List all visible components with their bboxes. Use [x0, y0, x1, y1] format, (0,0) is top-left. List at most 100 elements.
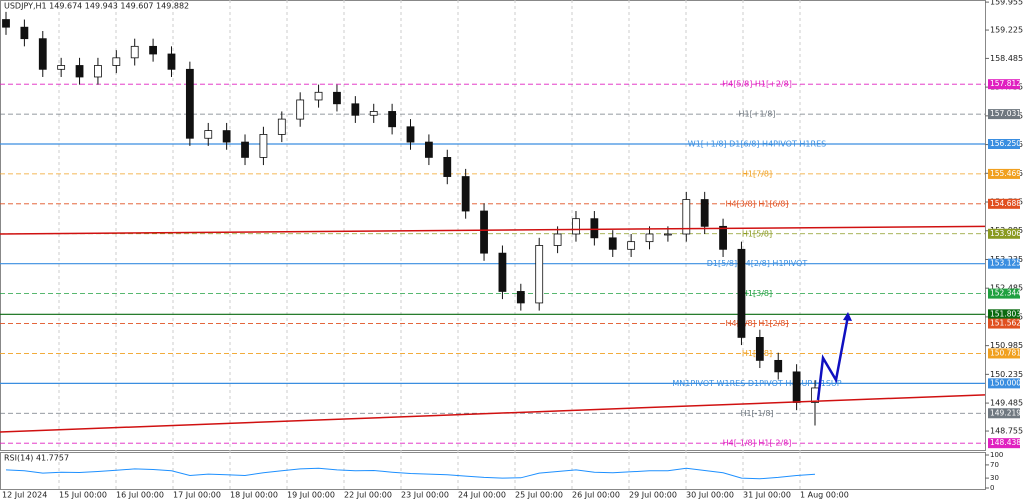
level-label: H1[5/8]	[742, 229, 772, 238]
price-tag-label: 155.469	[990, 169, 1021, 178]
price-tag	[988, 228, 1020, 239]
candle-body	[112, 57, 121, 66]
chart-title: USDJPY,H1 149.674 149.943 149.607 149.88…	[4, 2, 189, 11]
main-panel	[0, 0, 986, 451]
candle-body	[388, 111, 397, 128]
x-tick-label: 19 Jul 00:00	[287, 491, 335, 500]
candle-body	[333, 91, 341, 105]
price-tag-label: 157.031	[990, 109, 1021, 118]
candle-body	[130, 45, 139, 59]
x-tick-label: 18 Jul 00:00	[230, 491, 278, 500]
candle-body	[259, 134, 268, 158]
x-tick-label: 25 Jul 00:00	[515, 491, 563, 500]
price-tag-label: 157.812	[990, 79, 1021, 88]
price-tag-label: 156.250	[990, 139, 1021, 148]
rsi-label: RSI(14) 41.7757	[4, 454, 69, 463]
price-tag	[988, 438, 1020, 449]
y-tick-label: 158.485	[990, 54, 1023, 63]
candle-body	[406, 126, 415, 143]
arrow-head	[843, 312, 852, 321]
level-label: H4[3/8] H1[6/8]	[726, 199, 789, 208]
candle-body	[222, 130, 231, 143]
candle-body	[645, 233, 654, 243]
candle-body	[296, 99, 305, 120]
x-tick-label: 23 Jul 00:00	[401, 491, 449, 500]
price-tag-label: 153.906	[990, 229, 1021, 238]
price-tag	[988, 109, 1020, 120]
x-tick-label: 16 Jul 00:00	[116, 491, 164, 500]
rsi-tick-label: 100	[990, 451, 1003, 459]
y-tick-label: 149.485	[990, 399, 1023, 408]
price-tag	[988, 348, 1020, 359]
price-tag-label: 151.562	[990, 319, 1021, 328]
drawn-arrow	[816, 315, 850, 401]
x-tick-label: 31 Jul 00:00	[743, 491, 791, 500]
price-tag	[988, 139, 1020, 149]
level-label: H1[7/8]	[742, 169, 772, 178]
price-tag	[988, 288, 1020, 299]
x-tick-label: 26 Jul 00:00	[572, 491, 620, 500]
price-tag	[988, 309, 1020, 320]
trendline	[0, 225, 986, 235]
x-tick-label: 1 Aug 00:00	[800, 491, 849, 500]
level-label: W1[+1/8] D1[6/8] H4PIVOT H1RES	[688, 140, 826, 149]
y-tick-label: 159.225	[990, 26, 1023, 35]
candle-body	[424, 141, 433, 158]
x-tick-label: 24 Jul 00:00	[458, 491, 506, 500]
candle-body	[480, 210, 488, 254]
price-tag	[988, 79, 1020, 90]
level-label: H1[3/8]	[742, 289, 772, 298]
trendline	[0, 394, 986, 433]
candle-body	[20, 26, 29, 40]
price-tag-label: 152.344	[990, 289, 1021, 298]
candle-body	[553, 233, 562, 246]
level-label: H4[5/8] H1[+2/8]	[722, 80, 792, 89]
price-tag-label: 153.125	[990, 259, 1021, 268]
price-tag-label: 149.219	[990, 408, 1021, 417]
candle-body	[167, 53, 176, 70]
price-tag	[988, 258, 1020, 269]
price-tag-label: 154.688	[990, 199, 1021, 208]
level-label: D1[5/8] H4[2/8] H1PIVOT	[707, 259, 808, 268]
candle-body	[75, 65, 84, 78]
candle-body	[664, 233, 672, 236]
candle-body	[535, 245, 544, 304]
candle-body	[755, 337, 764, 361]
candle-body	[57, 65, 66, 70]
price-tag	[988, 408, 1020, 419]
y-tick-label: 150.235	[990, 370, 1023, 379]
x-tick-label: 15 Jul 00:00	[59, 491, 107, 500]
candle-body	[498, 252, 507, 292]
candle-body	[719, 225, 727, 250]
candles	[2, 11, 819, 426]
x-tick-label: 17 Jul 00:00	[173, 491, 221, 500]
x-tick-label: 29 Jul 00:00	[629, 491, 677, 500]
candle-body	[590, 218, 599, 239]
x-tick-label: 12 Jul 2024	[2, 491, 47, 500]
price-tag	[988, 198, 1020, 209]
candle-body	[443, 157, 452, 177]
price-tag-label: 150.000	[990, 378, 1021, 387]
candle-body	[149, 45, 157, 55]
candle-body	[516, 291, 525, 304]
price-tag-label: 151.803	[990, 309, 1021, 318]
candle-body	[700, 199, 709, 227]
overlay: 157.812 157.031 156.250 155.469 154.688 153.9…	[0, 79, 1021, 480]
candle-body	[94, 65, 102, 78]
x-tick-label: 22 Jul 00:00	[344, 491, 392, 500]
candle-body	[277, 118, 286, 135]
candle-body	[792, 371, 801, 403]
rsi-tick-label: 70	[990, 461, 999, 469]
y-tick-label: 159.955	[990, 0, 1023, 7]
candle-body	[774, 359, 783, 373]
price-tag	[988, 318, 1020, 329]
rsi-tick-label: 30	[990, 474, 999, 482]
candle-body	[241, 141, 249, 158]
y-tick-label: 150.985	[990, 341, 1023, 350]
y-tick-label: 148.755	[990, 427, 1023, 436]
level-label: H4[-1/8] H1[-2/8]	[723, 439, 792, 448]
rsi-line	[5, 467, 816, 480]
level-label: H1[+1/8]	[739, 110, 776, 119]
